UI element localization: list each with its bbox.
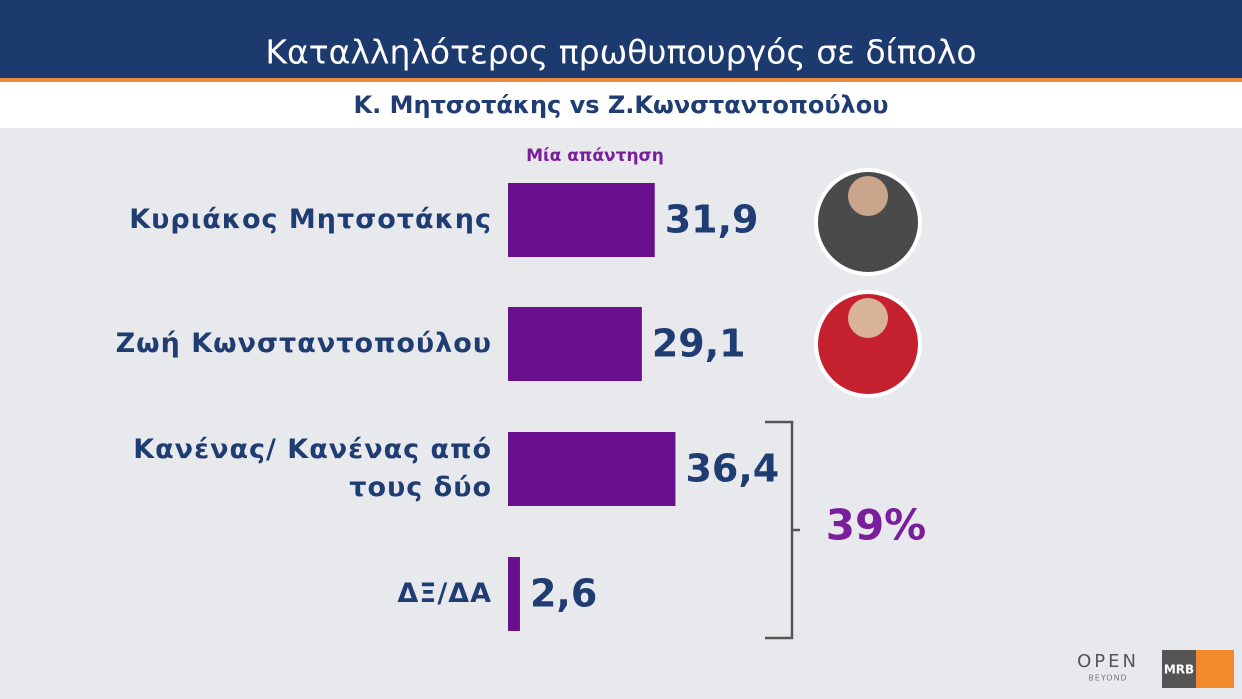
value-label: 36,4 — [685, 447, 779, 491]
category-label: Κυριάκος Μητσοτάκης — [129, 204, 492, 235]
logo: BEYOND — [1088, 674, 1127, 683]
bracket — [765, 420, 800, 640]
chart-title: Καταλληλότερος πρωθυπουργός σε δίπολο — [265, 33, 976, 72]
bar — [508, 557, 520, 631]
note: Μία απάντηση — [526, 146, 664, 166]
bracket-label: 39% — [826, 501, 927, 550]
value-label: 2,6 — [530, 572, 597, 616]
subtitle-bar — [0, 82, 1242, 128]
logo: MRB — [1164, 663, 1194, 677]
category-label: Ζωή Κωνσταντοπούλου — [115, 328, 492, 359]
chart-subtitle: Κ. Μητσοτάκης vs Ζ.Κωνσταντοπούλου — [354, 91, 889, 119]
title-bar — [0, 0, 1242, 80]
value-label: 29,1 — [652, 322, 746, 366]
logo-box — [1196, 650, 1234, 688]
bar — [508, 183, 655, 257]
logo-box — [1162, 650, 1196, 688]
category-label: ΔΞ/ΔΑ — [397, 578, 492, 609]
logo: OPEN — [1077, 651, 1139, 672]
category-label: Κανένας/ Κανένας από τους δύο — [133, 434, 492, 503]
bar — [508, 432, 676, 506]
photo — [818, 294, 918, 394]
photo-face — [848, 176, 888, 216]
photo — [818, 172, 918, 272]
title-accent — [0, 78, 1242, 82]
value-label: 31,9 — [665, 198, 759, 242]
photo-face — [848, 298, 888, 338]
bar — [508, 307, 642, 381]
